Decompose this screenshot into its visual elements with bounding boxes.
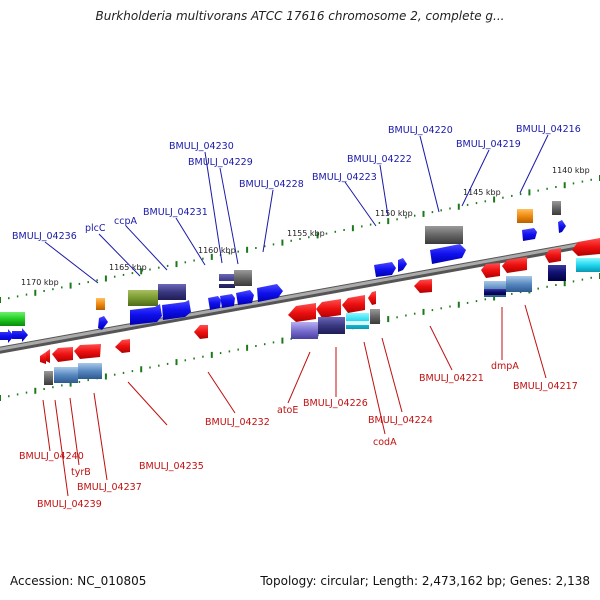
gene-label[interactable]: BMULJ_04232 bbox=[205, 417, 270, 428]
gene-feature[interactable] bbox=[545, 248, 561, 263]
gene-label[interactable]: BMULJ_04224 bbox=[368, 415, 433, 426]
gene-label[interactable]: BMULJ_04221 bbox=[419, 373, 484, 384]
gene-label[interactable]: codA bbox=[373, 437, 397, 448]
gene-label[interactable]: BMULJ_04237 bbox=[77, 482, 142, 493]
gene-feature[interactable] bbox=[288, 303, 316, 322]
scale-ticks bbox=[0, 175, 600, 401]
gene-feature[interactable] bbox=[128, 290, 158, 306]
gene-feature[interactable] bbox=[481, 263, 500, 278]
leader-lines bbox=[42, 134, 549, 497]
kbp-marker: 1165 kbp bbox=[109, 263, 147, 272]
gene-label[interactable]: BMULJ_04229 bbox=[188, 157, 253, 168]
gene-feature[interactable] bbox=[96, 298, 105, 310]
gene-feature[interactable] bbox=[234, 270, 252, 286]
gene-feature[interactable] bbox=[558, 220, 566, 233]
gene-label[interactable]: BMULJ_04240 bbox=[19, 451, 84, 462]
kbp-markers: 1140 kbp 1145 kbp 1150 kbp 1155 kbp 1160… bbox=[21, 166, 590, 287]
chromosome-backbone bbox=[0, 238, 600, 354]
gene-feature[interactable] bbox=[158, 284, 186, 300]
kbp-marker: 1145 kbp bbox=[463, 188, 501, 197]
gene-feature[interactable] bbox=[98, 316, 108, 330]
gene-feature[interactable] bbox=[78, 363, 102, 379]
gene-label[interactable]: BMULJ_04230 bbox=[169, 141, 234, 152]
gene-label[interactable]: BMULJ_04239 bbox=[37, 499, 102, 510]
gene-feature[interactable] bbox=[430, 244, 466, 264]
gene-label[interactable]: BMULJ_04217 bbox=[513, 381, 578, 392]
gene-label[interactable]: BMULJ_04219 bbox=[456, 139, 521, 150]
gene-feature[interactable] bbox=[484, 289, 506, 295]
gene-feature[interactable] bbox=[576, 258, 600, 272]
gene-label[interactable]: BMULJ_04220 bbox=[388, 125, 453, 136]
gene-feature[interactable] bbox=[0, 329, 14, 343]
gene-feature[interactable] bbox=[40, 352, 46, 364]
map-title: Burkholderia multivorans ATCC 17616 chro… bbox=[95, 9, 505, 23]
gene-feature[interactable] bbox=[506, 276, 532, 292]
gene-feature[interactable] bbox=[291, 322, 318, 339]
gene-feature[interactable] bbox=[414, 279, 432, 293]
gene-features bbox=[0, 201, 600, 385]
gene-label[interactable]: BMULJ_04231 bbox=[143, 207, 208, 218]
gene-feature bbox=[346, 321, 369, 325]
gene-feature[interactable] bbox=[572, 238, 600, 256]
kbp-marker: 1150 kbp bbox=[375, 209, 413, 218]
gene-feature[interactable] bbox=[425, 226, 463, 244]
gene-label[interactable]: BMULJ_04228 bbox=[239, 179, 304, 190]
kbp-marker: 1170 kbp bbox=[21, 278, 59, 287]
gene-feature[interactable] bbox=[130, 304, 162, 325]
gene-feature[interactable] bbox=[370, 309, 380, 324]
accession-text: Accession: NC_010805 bbox=[10, 574, 147, 588]
gene-feature[interactable] bbox=[398, 258, 407, 272]
gene-feature[interactable] bbox=[46, 349, 50, 363]
gene-feature[interactable] bbox=[52, 347, 73, 362]
gene-feature[interactable] bbox=[194, 325, 208, 339]
gene-label[interactable]: tyrB bbox=[71, 467, 91, 478]
gene-feature[interactable] bbox=[220, 294, 235, 308]
genome-summary-text: Topology: circular; Length: 2,473,162 bp… bbox=[260, 574, 590, 588]
gene-label[interactable]: BMULJ_04226 bbox=[303, 398, 368, 409]
gene-feature[interactable] bbox=[342, 295, 365, 313]
gene-label[interactable]: atoE bbox=[277, 405, 298, 416]
gene-label[interactable]: BMULJ_04236 bbox=[12, 231, 77, 242]
gene-label[interactable]: dmpA bbox=[491, 361, 519, 372]
gene-feature[interactable] bbox=[44, 371, 53, 385]
gene-feature bbox=[219, 281, 235, 284]
gene-label[interactable]: BMULJ_04223 bbox=[312, 172, 377, 183]
gene-feature[interactable] bbox=[54, 367, 78, 383]
gene-label[interactable]: BMULJ_04222 bbox=[347, 154, 412, 165]
gene-label[interactable]: BMULJ_04235 bbox=[139, 461, 204, 472]
kbp-marker: 1140 kbp bbox=[552, 166, 590, 175]
reverse-gene-labels: BMULJ_04217 dmpA BMULJ_04221 BMULJ_04224… bbox=[19, 361, 578, 510]
gene-feature[interactable] bbox=[368, 291, 376, 305]
gene-feature[interactable] bbox=[162, 300, 191, 320]
gene-feature[interactable] bbox=[0, 312, 25, 326]
gene-feature[interactable] bbox=[236, 290, 254, 305]
gene-label[interactable]: ccpA bbox=[114, 216, 137, 227]
gene-feature[interactable] bbox=[74, 344, 101, 359]
gene-feature[interactable] bbox=[208, 296, 221, 310]
gene-feature[interactable] bbox=[316, 299, 341, 318]
gene-label[interactable]: BMULJ_04216 bbox=[516, 124, 581, 135]
gene-feature[interactable] bbox=[502, 257, 527, 273]
kbp-marker: 1160 kbp bbox=[198, 246, 236, 255]
forward-gene-labels: BMULJ_04216 BMULJ_04219 BMULJ_04220 BMUL… bbox=[12, 124, 581, 242]
gene-feature[interactable] bbox=[115, 339, 130, 353]
gene-label[interactable]: plcC bbox=[85, 223, 106, 234]
gene-feature[interactable] bbox=[548, 265, 566, 281]
gene-feature[interactable] bbox=[374, 262, 396, 277]
gene-feature[interactable] bbox=[12, 328, 28, 342]
gene-feature[interactable] bbox=[552, 201, 561, 215]
kbp-marker: 1155 kbp bbox=[287, 229, 325, 238]
gene-feature[interactable] bbox=[522, 228, 537, 241]
gene-feature[interactable] bbox=[517, 209, 533, 223]
gene-feature[interactable] bbox=[318, 317, 345, 334]
gene-feature[interactable] bbox=[257, 284, 283, 302]
